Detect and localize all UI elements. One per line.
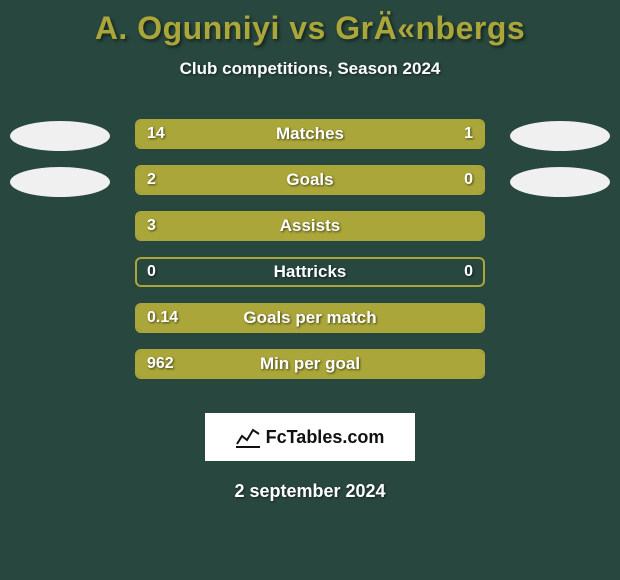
player-avatar-left — [10, 167, 110, 197]
stat-row: Assists3 — [0, 211, 620, 257]
stat-row: Hattricks0 0 — [0, 257, 620, 303]
stat-bar: Goals per match0.14 — [135, 303, 485, 333]
bar-fill-left — [137, 351, 483, 377]
bar-fill-right — [407, 167, 483, 193]
brand-logo: FcTables.com — [205, 413, 415, 461]
bar-fill-right — [400, 121, 483, 147]
stat-bar: Matches141 — [135, 119, 485, 149]
stat-row: Goals20 — [0, 165, 620, 211]
player-avatar-right — [510, 167, 610, 197]
player-avatar-right — [510, 121, 610, 151]
date-text: 2 september 2024 — [0, 481, 620, 502]
stat-bar: Hattricks0 0 — [135, 257, 485, 287]
stat-row: Goals per match0.14 — [0, 303, 620, 349]
stat-bar: Min per goal962 — [135, 349, 485, 379]
stat-row: Matches141 — [0, 119, 620, 165]
stat-row: Min per goal962 — [0, 349, 620, 395]
player-avatar-left — [10, 121, 110, 151]
comparison-subtitle: Club competitions, Season 2024 — [0, 59, 620, 79]
bar-fill-left — [137, 167, 407, 193]
bar-fill-left — [137, 213, 483, 239]
stat-label: Hattricks — [137, 259, 483, 285]
stats-container: Matches141 Goals20 Assists3 Hattricks0 0 Goal… — [0, 119, 620, 395]
stat-bar: Goals20 — [135, 165, 485, 195]
bar-fill-left — [137, 305, 483, 331]
stat-value-left: 0 — [147, 259, 156, 285]
bar-fill-left — [137, 121, 400, 147]
stat-bar: Assists3 — [135, 211, 485, 241]
stat-value-right: 0 — [464, 259, 473, 285]
brand-text: FcTables.com — [266, 427, 385, 448]
comparison-title: A. Ogunniyi vs GrÄ«nbergs — [0, 0, 620, 47]
chart-icon — [236, 426, 260, 448]
